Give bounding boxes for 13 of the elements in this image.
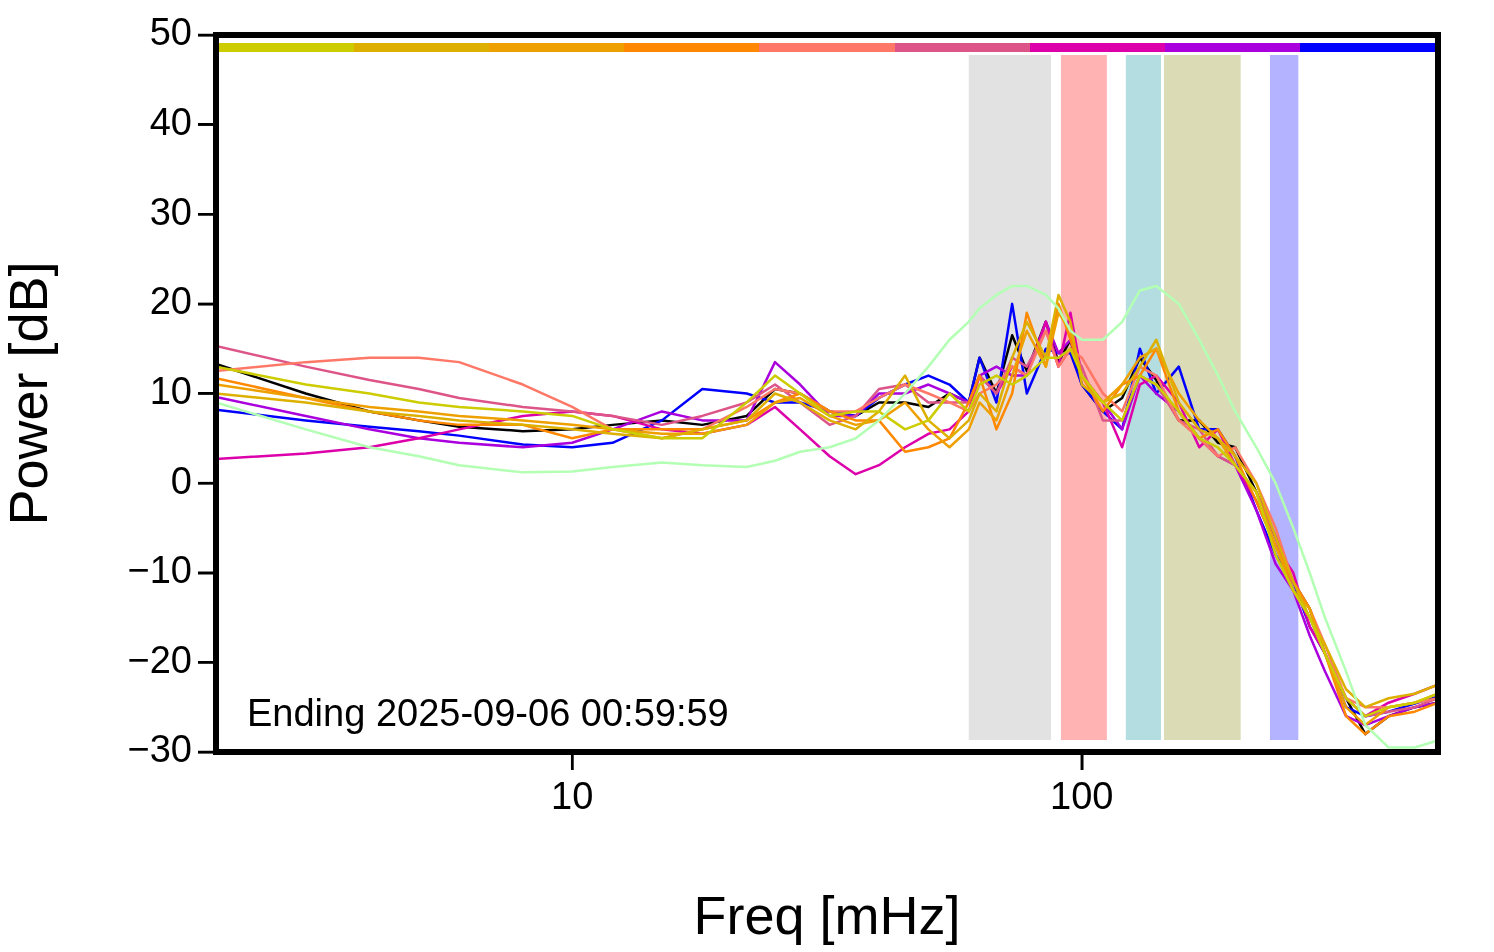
- x-tick-label: 100: [1050, 775, 1114, 818]
- y-tick-label: −20: [127, 638, 192, 681]
- y-axis-title: Power [dB]: [0, 261, 59, 526]
- y-tick-label: 0: [170, 459, 192, 502]
- y-tick-label: 40: [149, 101, 192, 144]
- y-tick-label: 30: [149, 190, 192, 233]
- y-tick-label: −10: [127, 549, 192, 592]
- x-axis-title: Freq [mHz]: [693, 885, 961, 946]
- y-tick-label: 50: [149, 11, 192, 54]
- y-tick-label: 20: [149, 280, 192, 323]
- y-tick-label: −30: [127, 728, 192, 771]
- y-tick-label: 10: [149, 369, 192, 412]
- annotation: Ending 2025-09-06 00:59:59: [247, 692, 729, 734]
